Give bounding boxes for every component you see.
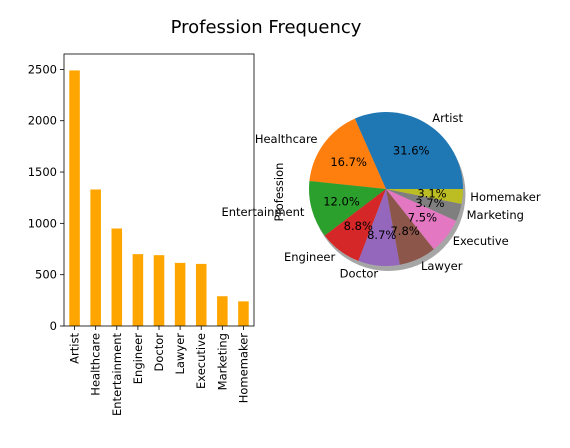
bar-artist [69, 70, 80, 326]
figure-title: Profession Frequency [171, 17, 362, 38]
pie-pct-healthcare: 16.7% [330, 155, 367, 169]
y-tick-label: 500 [35, 268, 57, 282]
x-tick-label: Homemaker [236, 333, 250, 404]
bar-marketing [217, 296, 228, 326]
x-tick-label: Doctor [152, 333, 166, 372]
pie-y-label: Profession [272, 163, 286, 222]
pie-pct-lawyer: 7.8% [390, 224, 419, 238]
pie-pct-entertainment: 12.0% [323, 194, 360, 208]
pie-label-executive: Executive [453, 234, 509, 248]
pie-pct-artist: 31.6% [393, 143, 430, 157]
bar-plot-frame [63, 53, 255, 327]
pie-label-marketing: Marketing [467, 208, 524, 222]
pie-label-doctor: Doctor [340, 266, 379, 280]
pie-labels: Artist Healthcare Entertainment Engineer Doc… [221, 111, 540, 280]
bar-engineer [132, 254, 144, 326]
pie-label-entertainment: Entertainment [221, 205, 304, 219]
x-tick-label: Artist [68, 333, 82, 364]
bar-doctor [153, 255, 165, 326]
x-tick-label: Marketing [215, 333, 229, 390]
x-tick-label: Executive [194, 333, 208, 389]
bar-series [69, 70, 249, 326]
x-tick-label: Lawyer [173, 333, 187, 375]
x-tick-label: Healthcare [89, 333, 103, 396]
wedge-healthcare [309, 118, 386, 189]
wedge-lawyer [386, 189, 434, 265]
pie-pct-marketing: 3.7% [415, 196, 444, 210]
pie-label-healthcare: Healthcare [255, 132, 318, 146]
wedge-marketing [386, 189, 462, 221]
pie-series [309, 112, 463, 266]
bar-entertainment [111, 228, 123, 326]
wedge-engineer [324, 189, 386, 261]
pie-pct-executive: 7.5% [408, 210, 437, 224]
pie-label-artist: Artist [432, 111, 463, 125]
bar-y-axis: 0 500 1000 1500 2000 2500 [28, 62, 64, 333]
y-tick-label: 2000 [28, 114, 57, 128]
pie-label-lawyer: Lawyer [421, 259, 463, 273]
pie-percent-labels: 31.6% 16.7% 12.0% 8.8%8.7%7.8%7.5%3.7%3.1% [323, 143, 446, 242]
pie-pct-homemaker: 3.1% [417, 186, 446, 200]
y-tick-label: 0 [50, 319, 57, 333]
bar-lawyer [174, 262, 186, 326]
x-tick-label: Engineer [131, 333, 145, 384]
y-tick-label: 2500 [28, 62, 57, 76]
wedge-entertainment [309, 181, 386, 236]
bar-executive [195, 263, 207, 326]
bar-chart: 0 500 1000 1500 2000 2500 Artist Healthcare Ent… [28, 53, 255, 416]
wedge-homemaker [386, 189, 463, 204]
bar-healthcare [90, 189, 101, 326]
x-tick-label: Entertainment [110, 333, 124, 416]
wedge-artist [354, 112, 463, 189]
wedge-executive [386, 189, 457, 250]
bar-homemaker [238, 301, 249, 326]
wedge-doctor [358, 189, 400, 266]
pie-chart: Profession Artist Healthcare Entertainment… [221, 111, 540, 280]
pie-pct-engineer: 8.8% [344, 219, 373, 233]
pie-label-engineer: Engineer [284, 250, 335, 264]
y-tick-label: 1000 [28, 216, 57, 230]
y-tick-label: 1500 [28, 165, 57, 179]
pie-pct-doctor: 8.7% [367, 228, 396, 242]
pie-label-homemaker: Homemaker [470, 190, 541, 204]
bar-x-axis: Artist Healthcare Entertainment Engineer Doc… [68, 326, 250, 416]
